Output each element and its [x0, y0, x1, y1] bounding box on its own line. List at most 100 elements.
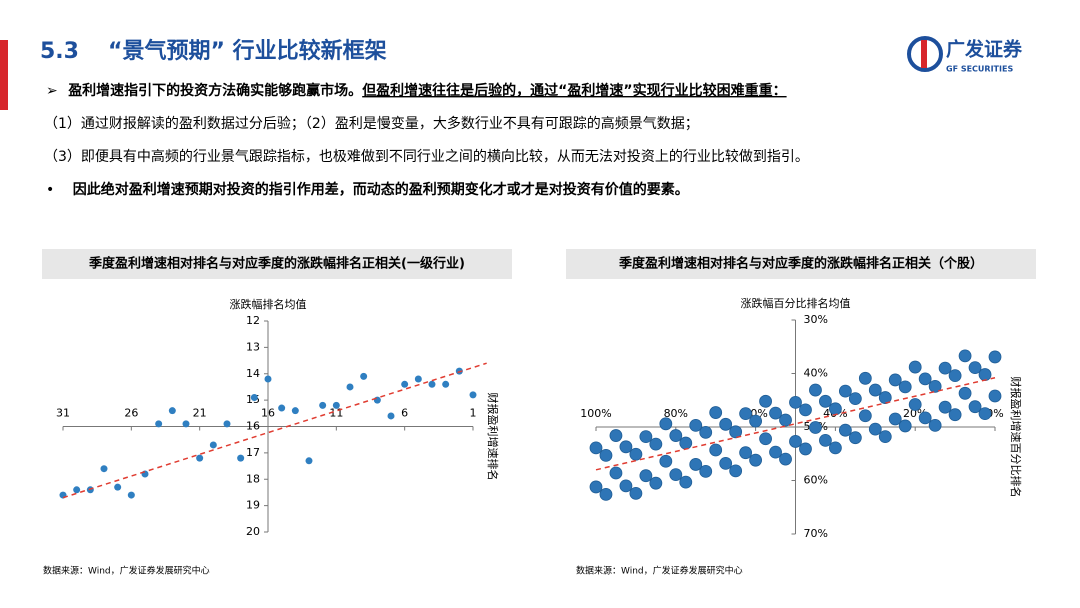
scatter-point [819, 394, 832, 408]
chart-title: 季度盈利增速相对排名与对应季度的涨跌幅排名正相关(一级行业) [88, 256, 465, 272]
scatter-point [789, 435, 802, 448]
scatter-point [898, 380, 912, 394]
x-tick-label: 100% [580, 407, 611, 420]
source-note: 数据来源：Wind，广发证券发展研究中心 [43, 565, 210, 577]
scatter-point [918, 372, 932, 386]
scatter-point [978, 407, 992, 421]
scatter-point [428, 380, 436, 388]
x-tick-label: 0% [986, 407, 1003, 420]
scatter-point [442, 380, 450, 388]
scatter-point [799, 442, 812, 456]
y-tick-label: 40% [804, 367, 828, 380]
scatter-point [829, 402, 842, 416]
y-tick-label: 18 [246, 472, 260, 485]
bullet-bold: 因此绝对盈利增速预期对投资的指引作用差，而动态的盈利预期变化才或才是对投资有价值… [73, 181, 689, 198]
bullet-line: ➢ 盈利增速指引下的投资方法确实能够跑赢市场。但盈利增速往往是后验的，通过“盈利… [46, 82, 787, 99]
scatter-point [689, 458, 703, 471]
scatter-point [659, 417, 673, 431]
scatter-point [858, 371, 872, 385]
scatter-point [749, 414, 762, 428]
scatter-point [291, 407, 299, 415]
bullet-line: （3）即便具有中高频的行业景气跟踪指标，也极难做到不同行业之间的横向比较，从而无… [44, 148, 809, 165]
bullet-marker: ➢ [46, 83, 58, 99]
scatter-point [858, 409, 872, 423]
scatter-point [629, 447, 643, 461]
scatter-point [988, 389, 1002, 403]
y-tick-label: 12 [246, 314, 260, 327]
scatter-point [609, 466, 623, 480]
x-tick-label: 80% [664, 407, 688, 420]
scatter-point [609, 429, 623, 442]
x-tick-label: 21 [193, 407, 207, 420]
y-tick-label: 20 [246, 525, 260, 538]
scatter-point [789, 395, 802, 409]
logo-en: GF SECURITIES [946, 65, 1013, 74]
trend-line [62, 362, 487, 499]
slide-title: “景气预期” 行业比较新框架 [108, 38, 387, 64]
scatter-point [669, 429, 683, 442]
section-number: 5.3 [40, 39, 79, 64]
scatter-point [719, 417, 733, 431]
y-axis-title: 涨跌幅排名均值 [230, 297, 307, 311]
scatter-point [769, 445, 782, 459]
scatter-point [629, 486, 643, 500]
x-tick-label: 16 [261, 407, 275, 420]
bullet-line: • 因此绝对盈利增速预期对投资的指引作用差，而动态的盈利预期变化才或才是对投资有… [46, 181, 689, 198]
scatter-point [819, 433, 832, 447]
chart-title-box [566, 249, 1036, 279]
scatter-point [868, 422, 882, 436]
scatter-point [928, 379, 942, 393]
scatter-point [360, 372, 368, 380]
scatter-point [829, 441, 842, 455]
x-axis-title: 财报盈利增速百分比排名 [1009, 377, 1023, 498]
y-tick-label: 60% [804, 474, 828, 487]
logo: 广发证券 GF SECURITIES [907, 36, 1023, 74]
scatter-point [599, 488, 613, 501]
scatter-point [868, 383, 882, 397]
scatter-point [709, 406, 723, 419]
scatter-point [689, 418, 703, 432]
scatter-point [373, 396, 381, 404]
scatter-point [958, 386, 972, 400]
scatter-point [619, 440, 633, 454]
scatter-point [332, 401, 340, 409]
scatter-point [141, 470, 149, 478]
scatter-point [649, 437, 663, 451]
scatter-point [709, 443, 723, 457]
scatter-point [237, 454, 245, 462]
y-tick-label: 70% [804, 527, 828, 540]
scatter-point [809, 383, 822, 397]
scatter-point [968, 400, 982, 414]
scatter-point [878, 391, 892, 404]
scatter-point [729, 464, 743, 478]
accent-bar [0, 40, 8, 110]
scatter-point [908, 398, 922, 411]
scatter-point [679, 436, 693, 450]
scatter-point [948, 369, 962, 383]
scatter-point [196, 454, 204, 462]
y-tick-label: 19 [246, 499, 260, 512]
scatter-point [589, 480, 603, 494]
y-tick-label: 17 [246, 446, 260, 459]
scatter-point [182, 420, 190, 428]
scatter-point [759, 432, 772, 446]
scatter-point [848, 392, 862, 406]
scatter-point [898, 419, 912, 433]
scatter-point [809, 421, 822, 434]
scatter-point [669, 468, 683, 482]
scatter-point [938, 400, 952, 414]
scatter-point [649, 476, 663, 490]
scatter-point [114, 483, 122, 491]
scatter-point [739, 407, 753, 421]
bullet-bold: 盈利增速指引下的投资方法确实能够跑赢市场。 [67, 82, 362, 99]
scatter-point [155, 420, 163, 428]
scatter-point [699, 425, 713, 439]
scatter-point [639, 469, 653, 483]
scatter-point [679, 475, 693, 489]
x-axis-title: 财报盈利增速排名 [486, 393, 500, 481]
scatter-point [838, 423, 852, 437]
scatter-point [779, 413, 792, 427]
scatter-point [619, 479, 633, 493]
scatter-point [928, 418, 942, 432]
scatter-point [938, 361, 952, 375]
